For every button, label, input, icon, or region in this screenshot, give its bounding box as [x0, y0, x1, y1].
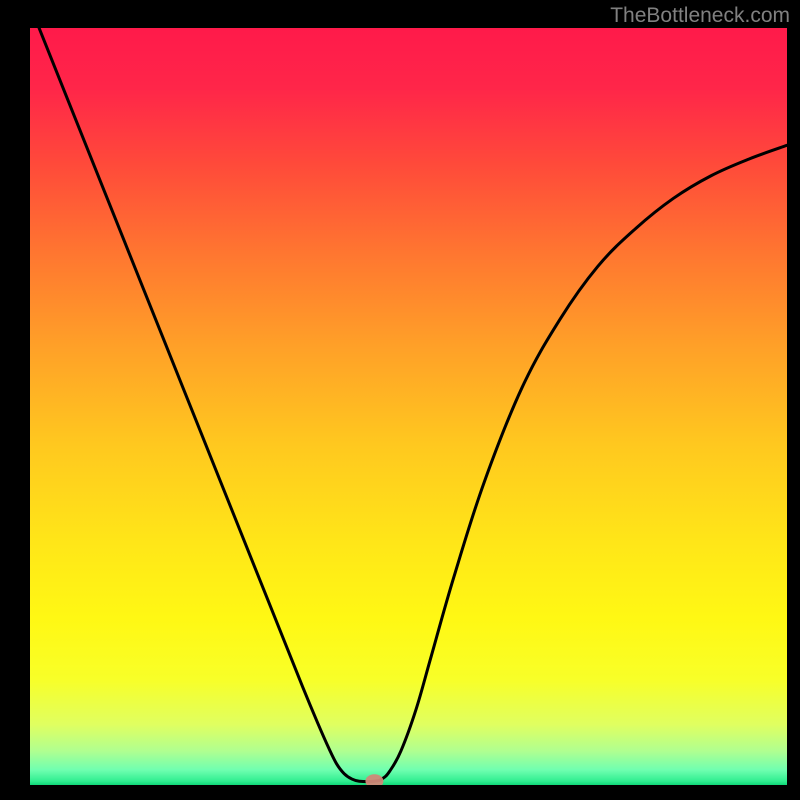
chart-svg — [30, 28, 787, 785]
watermark-text: TheBottleneck.com — [610, 4, 790, 28]
gradient-background — [30, 28, 787, 785]
plot-area — [30, 28, 787, 785]
